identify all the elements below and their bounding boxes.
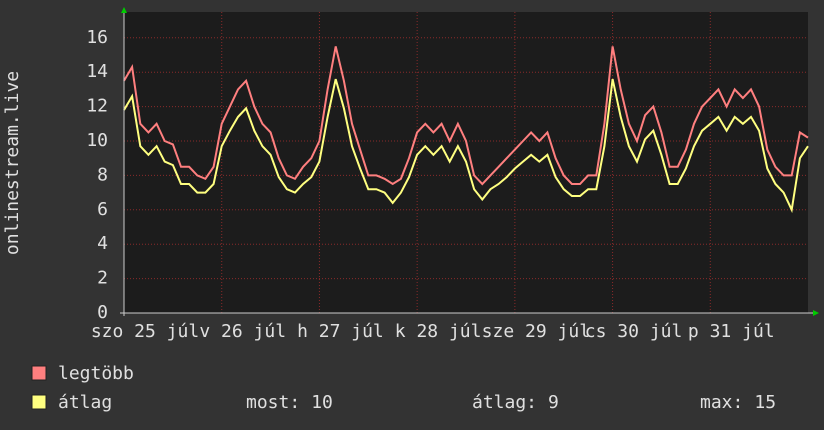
x-tick-label: h 27 júl — [297, 321, 384, 342]
legend: legtöbb átlag most: 10 átlag: 9 max: 15 — [31, 363, 776, 413]
x-tick-label: p 31 júl — [688, 321, 775, 342]
y-tick-label: 8 — [97, 164, 108, 185]
stat-label: most: — [246, 392, 300, 413]
stat-label: átlag: — [472, 392, 537, 413]
stat-value: 15 — [754, 392, 776, 413]
x-arrow — [813, 310, 819, 316]
y-tick-label: 0 — [97, 302, 108, 323]
x-tick-label: sze 29 júl — [482, 321, 590, 342]
x-tick-label: szo 25 júl — [91, 321, 199, 342]
legend-swatch — [31, 394, 47, 410]
y-tick-label: 12 — [86, 96, 108, 117]
x-tick-label: cs 30 júl — [585, 321, 683, 342]
series-line — [123, 78, 809, 214]
y-tick-label: 14 — [86, 61, 108, 82]
legend-swatch — [31, 365, 47, 381]
stat: most: 10 — [246, 392, 333, 413]
y-axis-label: onlinestream.live — [2, 71, 23, 255]
stat-value: 10 — [311, 392, 333, 413]
legend-label: legtöbb — [58, 363, 134, 384]
y-tick-label: 16 — [86, 27, 108, 48]
x-tick-label: k 28 júl — [395, 321, 482, 342]
x-tick-label: v 26 júl — [199, 321, 286, 342]
y-tick-label: 2 — [97, 268, 108, 289]
legend-label: átlag — [58, 392, 112, 413]
stat: átlag: 9 — [472, 392, 559, 413]
stat-value: 9 — [548, 392, 559, 413]
stat-label: max: — [700, 392, 743, 413]
y-tick-label: 10 — [86, 130, 108, 151]
y-tick-label: 4 — [97, 233, 108, 254]
grid — [123, 12, 808, 314]
lines — [123, 46, 809, 214]
y-tick-label: 6 — [97, 199, 108, 220]
stat: max: 15 — [700, 392, 776, 413]
series-line — [123, 46, 809, 186]
y-arrow — [121, 7, 127, 13]
